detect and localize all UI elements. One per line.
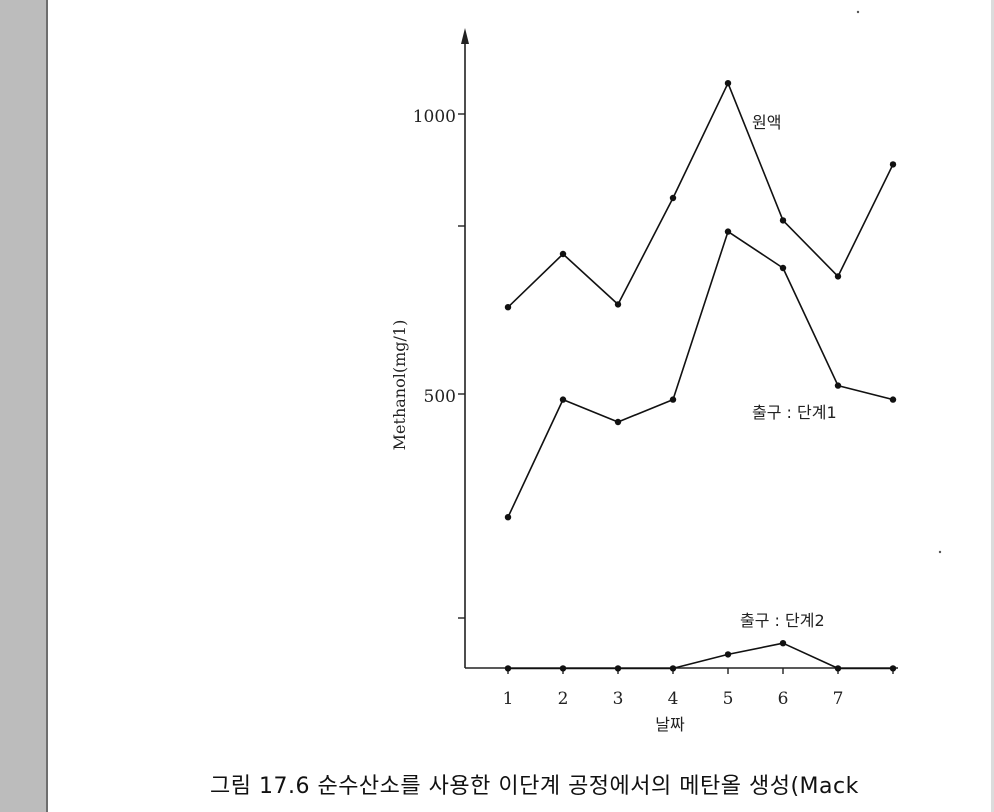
left-margin-strip	[0, 0, 48, 812]
series-2-point-2	[559, 396, 567, 403]
x-tick-label-3: 3	[613, 689, 624, 709]
stray-dot-right	[938, 550, 942, 554]
series-2-point-5	[724, 228, 732, 235]
x-tick-label-7: 7	[833, 689, 844, 709]
series-1-point-2	[559, 250, 567, 258]
x-axis-title: 날짜	[655, 715, 685, 734]
series-2-point-7	[834, 382, 842, 389]
series-2-line	[507, 230, 894, 518]
series-3-point-8	[889, 665, 897, 672]
right-margin-edge	[991, 0, 994, 812]
series-2-point-8	[889, 396, 897, 403]
series-3	[504, 640, 897, 672]
series-2-point-6	[779, 264, 787, 272]
series-3-point-1	[504, 665, 512, 672]
x-tick-label-6: 6	[778, 689, 789, 709]
series-1-point-1	[504, 304, 512, 311]
y-tick-label-1000: 1000	[413, 107, 456, 127]
series-1-line	[507, 82, 894, 308]
series-3-point-7	[834, 665, 842, 672]
series-layer	[504, 80, 897, 672]
series-2-point-1	[504, 514, 512, 521]
x-tick-label-1: 1	[503, 689, 514, 709]
y-axis-ticks	[458, 113, 465, 619]
series-1-point-3	[614, 301, 622, 308]
series-1-point-6	[779, 217, 787, 224]
series-label-raw: 원액	[752, 113, 781, 132]
x-tick-label-2: 2	[558, 689, 569, 709]
y-axis-arrowhead	[461, 28, 469, 44]
series-3-line	[508, 642, 893, 670]
series-1-point-8	[889, 161, 897, 168]
series-3-point-4	[669, 665, 677, 672]
series-3-point-6	[779, 640, 787, 647]
x-tick-label-4: 4	[668, 689, 679, 709]
series-1	[504, 80, 897, 311]
series-label-stage2: 출구 : 단계2	[740, 611, 825, 630]
y-axis-title: Methanol(mg/1)	[390, 320, 409, 451]
series-2	[504, 228, 897, 521]
y-tick-label-500: 500	[424, 387, 456, 407]
series-1-point-7	[834, 273, 842, 280]
series-3-point-5	[724, 651, 732, 658]
series-3-point-2	[559, 665, 567, 672]
series-1-point-5	[724, 80, 732, 87]
stray-dot-top	[856, 10, 860, 14]
series-1-point-4	[669, 194, 677, 202]
series-2-point-4	[669, 396, 677, 403]
series-2-point-3	[614, 418, 622, 426]
series-3-point-3	[614, 665, 622, 672]
x-tick-labels: 1 2 3 4 5 6 7	[503, 689, 844, 709]
figure-caption: 그림 17.6 순수산소를 사용한 이단계 공정에서의 메탄올 생성(Mack	[210, 774, 859, 799]
series-label-stage1: 출구 : 단계1	[752, 403, 837, 422]
x-tick-label-5: 5	[723, 689, 734, 709]
